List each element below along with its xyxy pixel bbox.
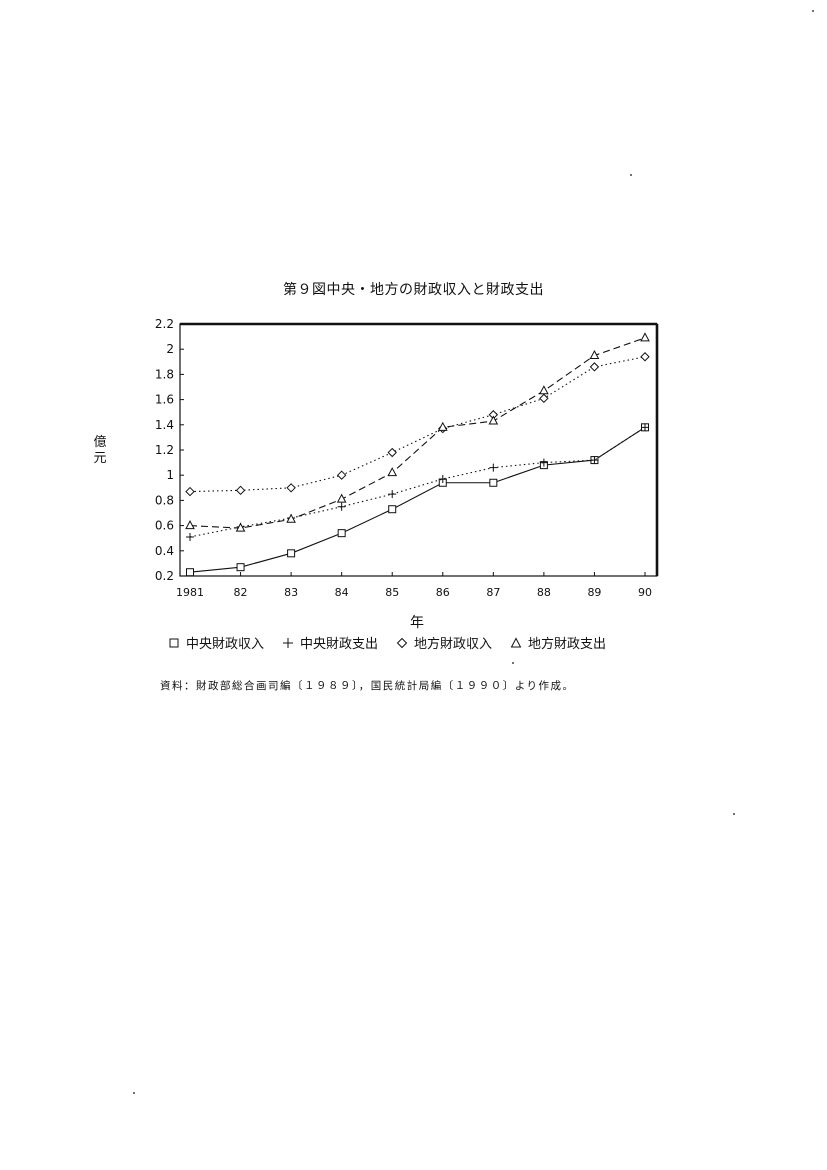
data-point-triangle — [488, 415, 499, 425]
scan-speck — [812, 10, 814, 12]
data-point-square — [236, 563, 245, 572]
data-point-plus — [539, 458, 548, 467]
data-point-square — [337, 529, 346, 538]
triangle-marker-icon — [510, 636, 522, 647]
data-point-triangle — [539, 385, 549, 395]
x-axis-label: 年 — [410, 615, 424, 631]
data-point-diamond — [589, 362, 600, 372]
data-point-plus — [388, 490, 397, 499]
y-tick-label: 1 — [166, 468, 174, 482]
scan-speck — [133, 1092, 135, 1094]
data-point-triangle — [387, 467, 398, 477]
data-point-square — [388, 505, 397, 514]
data-point-plus — [641, 423, 649, 432]
chart-title: 第９図中央・地方の財政収入と財政支出 — [283, 282, 544, 298]
data-point-triangle — [437, 421, 448, 431]
tick-labels: 0.2 0.4 0.6 0.8 1 1.2 1.4 1.6 1.8 2 2.2 1981 82 83 84 8… — [155, 317, 652, 599]
series-square — [186, 423, 649, 577]
data-point-triangle — [286, 513, 296, 523]
data-point-triangle — [336, 493, 347, 503]
legend-label: 中央財政支出 — [300, 637, 379, 652]
legend: 中央財政収入 中央財政支出 地方財政収入 地方財政支出 — [168, 633, 606, 652]
data-point-diamond — [235, 485, 246, 496]
legend-label: 地方財政収入 — [414, 637, 493, 652]
data-point-diamond — [185, 486, 195, 497]
series-triangle — [185, 332, 650, 532]
data-point-diamond — [539, 393, 549, 404]
legend-label: 地方財政支出 — [528, 637, 607, 652]
legend-item: 地方財政支出 — [510, 633, 606, 652]
series-line — [189, 356, 646, 493]
y-axis-label: 億元 — [93, 435, 107, 466]
data-point-plus — [186, 532, 194, 541]
data-point-diamond — [336, 470, 347, 480]
series-line — [189, 337, 646, 529]
data-point-triangle — [589, 349, 600, 359]
x-tick-label: 89 — [587, 586, 601, 599]
series-plus — [186, 423, 649, 541]
data-point-diamond — [286, 483, 296, 493]
data-point-plus — [438, 474, 447, 483]
y-tick-label: 2.2 — [155, 317, 174, 331]
scan-speck — [512, 662, 514, 664]
series-layer — [185, 332, 650, 577]
legend-item: 中央財政収入 — [168, 633, 264, 652]
x-tick-label: 85 — [385, 586, 399, 599]
data-point-triangle — [185, 520, 195, 530]
x-tick-label: 90 — [638, 586, 652, 599]
x-tick-label: 87 — [486, 586, 500, 599]
axes — [179, 322, 659, 577]
diamond-marker-icon — [396, 637, 408, 648]
series-diamond — [185, 352, 650, 497]
y-tick-label: 1.2 — [155, 443, 174, 457]
data-point-plus — [590, 456, 599, 465]
series-line — [189, 426, 646, 573]
legend-item: 中央財政支出 — [282, 633, 378, 652]
scan-speck — [733, 813, 735, 815]
data-point-triangle — [640, 332, 650, 342]
data-point-plus — [337, 502, 346, 511]
legend-item: 地方財政収入 — [396, 633, 492, 652]
y-tick-label: 1.4 — [155, 418, 174, 432]
data-point-square — [186, 568, 194, 577]
x-tick-label: 82 — [234, 586, 248, 599]
data-point-plus — [489, 463, 498, 472]
data-point-diamond — [387, 447, 397, 458]
data-point-square — [287, 549, 296, 558]
y-tick-label: 1.6 — [155, 393, 174, 407]
square-marker-icon — [169, 638, 179, 647]
data-point-square — [489, 478, 498, 487]
x-tick-label: 88 — [537, 586, 551, 599]
x-tick-label: 84 — [335, 586, 349, 599]
y-tick-label: 2 — [166, 342, 174, 356]
plus-marker-icon — [283, 637, 294, 648]
y-tick-label: 0.4 — [155, 544, 174, 558]
series-line — [189, 426, 646, 538]
x-tick-label: 1981 — [176, 586, 204, 599]
y-tick-label: 0.6 — [155, 519, 174, 533]
data-point-triangle — [235, 522, 246, 532]
scan-speck — [630, 174, 632, 176]
x-tick-label: 83 — [284, 586, 298, 599]
legend-label: 中央財政収入 — [186, 637, 265, 652]
data-point-diamond — [640, 352, 650, 362]
y-tick-label: 0.8 — [155, 493, 174, 507]
x-tick-label: 86 — [436, 586, 450, 599]
source-note: 資料：財政部総合画司編〔１９８９〕，国民統計局編〔１９９０〕より作成。 — [160, 680, 575, 692]
y-tick-label: 0.2 — [155, 569, 174, 583]
y-tick-label: 1.8 — [155, 367, 174, 381]
